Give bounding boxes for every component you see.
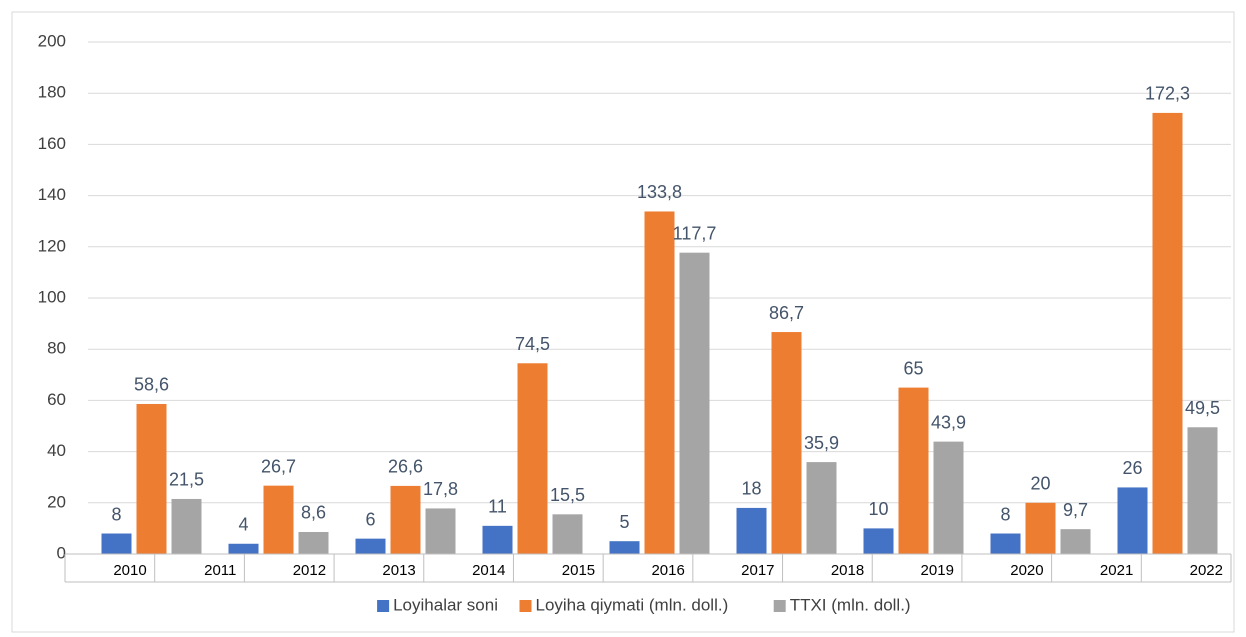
- x-tick-label: 2015: [562, 562, 595, 579]
- y-tick-label: 160: [38, 134, 66, 153]
- legend-swatch: [773, 600, 786, 612]
- data-label: 9,7: [1063, 500, 1088, 520]
- y-tick-label: 40: [47, 441, 66, 460]
- bar: [806, 462, 837, 554]
- data-label: 21,5: [169, 470, 204, 490]
- bar: [863, 528, 894, 554]
- y-tick-label: 180: [38, 83, 66, 102]
- data-label: 86,7: [769, 303, 804, 323]
- bar: [1117, 487, 1148, 554]
- bar: [736, 507, 767, 554]
- x-tick-label: 2020: [1010, 562, 1043, 579]
- bar: [425, 508, 456, 554]
- data-label: 8: [1000, 504, 1010, 524]
- data-label: 49,5: [1185, 398, 1220, 418]
- data-label: 8,6: [301, 503, 326, 523]
- bar: [644, 211, 675, 555]
- bar: [390, 485, 421, 554]
- bar: [517, 363, 548, 554]
- x-tick-label: 2017: [741, 562, 774, 579]
- y-tick-label: 200: [38, 31, 66, 50]
- x-tick-label: 2016: [651, 562, 684, 579]
- x-tick-label: 2013: [382, 562, 415, 579]
- data-label: 18: [741, 479, 761, 499]
- data-label: 5: [619, 512, 629, 532]
- bar: [990, 533, 1021, 554]
- bar: [1060, 529, 1091, 554]
- y-tick-label: 120: [38, 236, 66, 255]
- x-tick-label: 2010: [113, 562, 146, 579]
- x-tick-label: 2014: [472, 562, 505, 579]
- x-tick-label: 2011: [204, 562, 236, 579]
- bar: [1025, 502, 1056, 554]
- x-tick-label: 2021: [1100, 562, 1133, 579]
- data-label: 117,7: [673, 223, 717, 243]
- data-label: 74,5: [515, 334, 550, 354]
- data-label: 58,6: [134, 375, 169, 395]
- x-tick-label: 2022: [1190, 562, 1223, 579]
- bar: [263, 485, 294, 554]
- legend-swatch: [377, 600, 390, 612]
- y-tick-label: 0: [57, 543, 66, 562]
- x-tick-label: 2018: [831, 562, 864, 579]
- data-label: 133,8: [637, 182, 682, 202]
- data-label: 43,9: [931, 412, 966, 432]
- x-tick-label: 2019: [921, 562, 954, 579]
- data-label: 17,8: [423, 479, 458, 499]
- data-label: 26,7: [261, 456, 296, 476]
- y-tick-label: 80: [47, 339, 66, 358]
- data-label: 35,9: [804, 433, 839, 453]
- legend-label: Loyiha qiymati (mln. doll.): [536, 595, 729, 614]
- bar: [1152, 112, 1183, 555]
- bar: [898, 387, 929, 554]
- x-tick-label: 2012: [293, 562, 326, 579]
- legend-label: TTXI (mln. doll.): [790, 595, 911, 614]
- data-label: 6: [365, 509, 375, 529]
- data-label: 20: [1030, 474, 1050, 494]
- data-label: 10: [868, 499, 888, 519]
- legend-swatch: [519, 600, 532, 612]
- bar: [228, 543, 259, 554]
- y-tick-label: 20: [47, 492, 66, 511]
- bar: [933, 441, 964, 554]
- data-label: 172,3: [1145, 84, 1190, 104]
- bar: [171, 498, 202, 554]
- bar: [552, 514, 583, 554]
- data-label: 8: [111, 504, 121, 524]
- bar: [101, 533, 132, 554]
- bar: [679, 252, 710, 555]
- bar: [298, 531, 329, 554]
- data-label: 15,5: [550, 485, 585, 505]
- data-label: 26,6: [388, 457, 423, 477]
- bar: [609, 541, 640, 554]
- data-label: 26: [1122, 458, 1142, 478]
- data-label: 65: [903, 358, 923, 378]
- data-label: 11: [488, 497, 507, 517]
- y-tick-label: 60: [47, 390, 66, 409]
- legend-label: Loyihalar soni: [393, 595, 498, 614]
- bar: [771, 332, 802, 554]
- data-label: 4: [238, 515, 248, 535]
- y-tick-label: 140: [38, 185, 66, 204]
- bar: [1187, 427, 1218, 554]
- bar: [355, 538, 386, 554]
- bar: [136, 403, 167, 554]
- y-tick-label: 100: [38, 287, 66, 306]
- bar: [482, 525, 513, 554]
